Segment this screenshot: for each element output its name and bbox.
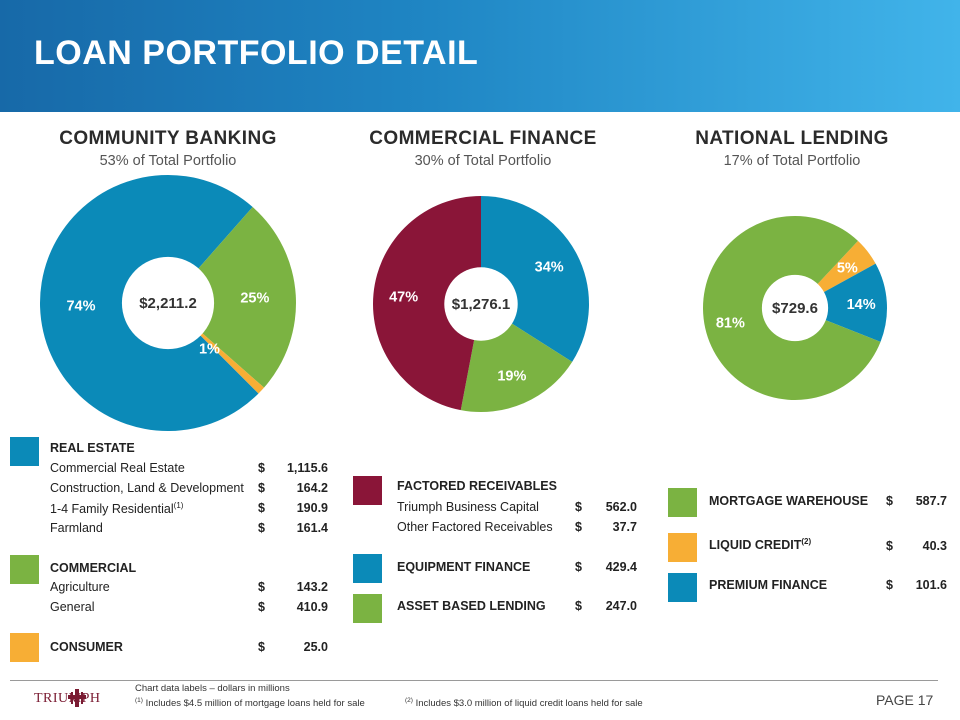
donut-slice — [372, 196, 481, 411]
legend-row-amount: 161.4 — [296, 521, 328, 535]
legend-row-label: Triumph Business Capital — [397, 500, 539, 514]
legend-row-amount: 410.9 — [296, 600, 328, 614]
legend-row-label: Farmland — [50, 521, 103, 535]
legend-category-liquid-credit-text: LIQUID CREDIT — [709, 538, 802, 553]
legend-category-equipment-finance: EQUIPMENT FINANCE — [397, 560, 531, 574]
section-title-national-lending: NATIONAL LENDING — [695, 128, 889, 149]
legend-row-label: Commercial Real Estate — [50, 461, 185, 475]
legend-category-liquid-credit: LIQUID CREDIT(2) — [709, 537, 811, 552]
legend-row-label: Other Factored Receivables — [397, 520, 553, 534]
legend-row-amount: 40.3 — [922, 539, 947, 553]
legend-row-amount: 247.0 — [605, 599, 637, 613]
donut-slice-label: 14% — [847, 297, 876, 313]
legend-row-amount: 190.9 — [296, 501, 328, 515]
legend-row-label: Agriculture — [50, 580, 110, 594]
legend-row-currency: $ — [886, 578, 893, 592]
section-title-community: COMMUNITY BANKING — [59, 128, 277, 149]
legend-swatch-equipment-finance — [353, 554, 382, 583]
legend-swatch-commercial — [10, 555, 39, 584]
legend-row-label: 1-4 Family Residential(1) — [50, 501, 183, 516]
legend-row-amount: 587.7 — [915, 494, 947, 508]
legend-row-label: Construction, Land & Development — [50, 481, 244, 495]
legend-row-amount: 164.2 — [296, 481, 328, 495]
footnote-1: (1) Includes $4.5 million of mortgage lo… — [135, 697, 365, 709]
legend-row-currency: $ — [258, 640, 265, 654]
footer-divider — [10, 680, 938, 681]
legend-row-amount: 101.6 — [915, 578, 947, 592]
donut-center-total: $729.6 — [772, 300, 818, 317]
footnote-1-text: Includes $4.5 million of mortgage loans … — [142, 698, 365, 710]
footnote-marker: (2) — [801, 537, 812, 546]
legend-swatch-asset-based-lending — [353, 594, 382, 623]
legend-row-currency: $ — [258, 580, 265, 594]
legend-row-currency: $ — [258, 461, 265, 475]
legend-category-factored-receivables: FACTORED RECEIVABLES — [397, 479, 557, 493]
legend-row-currency: $ — [886, 539, 893, 553]
triumph-logo-icon — [68, 689, 86, 707]
section-subtitle-national-lending: 17% of Total Portfolio — [723, 153, 861, 169]
donut-hole — [444, 267, 518, 341]
footnote-marker: (1) — [135, 697, 143, 704]
page-title: LOAN PORTFOLIO DETAIL — [34, 34, 479, 72]
legend-category-real-estate: REAL ESTATE — [50, 441, 135, 455]
section-title-commercial-finance: COMMERCIAL FINANCE — [369, 128, 597, 149]
company-logo-text: TRIUMPH — [34, 691, 101, 706]
legend-swatch-liquid-credit — [668, 533, 697, 562]
legend-category-commercial: COMMERCIAL — [50, 561, 137, 575]
legend-swatch-consumer — [10, 633, 39, 662]
donut-center-total: $1,276.1 — [452, 296, 510, 313]
legend-row-amount: 25.0 — [303, 640, 328, 654]
donut-center-total: $2,211.2 — [139, 295, 197, 312]
donut-slice-label: 34% — [535, 260, 564, 276]
legend-row-amount: 562.0 — [605, 500, 637, 514]
page-number: PAGE 17 — [876, 692, 934, 708]
community-banking-donut-chart: 74% 25% 1% $2,211.2 — [40, 175, 296, 431]
legend-category-mortgage-warehouse: MORTGAGE WAREHOUSE — [709, 494, 869, 508]
header-banner: LOAN PORTFOLIO DETAIL — [0, 0, 960, 112]
section-subtitle-commercial-finance: 30% of Total Portfolio — [414, 153, 552, 169]
legend-row-currency: $ — [258, 600, 265, 614]
legend-row-amount: 143.2 — [296, 580, 328, 594]
legend-row-currency: $ — [258, 481, 265, 495]
footnote-2-text: Includes $3.0 million of liquid credit l… — [412, 698, 643, 710]
donut-hole — [761, 274, 829, 342]
legend-row-label: General — [50, 600, 95, 614]
legend-row-currency: $ — [258, 521, 265, 535]
donut-slice-label: 25% — [240, 291, 269, 307]
legend-row-amount: 1,115.6 — [286, 461, 328, 475]
legend-category-asset-based-lending: ASSET BASED LENDING — [397, 599, 546, 613]
national-lending-donut-chart: 5% 14% 81% $729.6 — [703, 216, 887, 400]
donut-slice — [168, 206, 296, 388]
donut-slice-label: 47% — [389, 290, 418, 306]
legend-swatch-premium-finance — [668, 573, 697, 602]
footnote-2: (2) Includes $3.0 million of liquid cred… — [405, 697, 643, 709]
legend-row-currency: $ — [258, 501, 265, 515]
footnote-units: Chart data labels – dollars in millions — [135, 683, 290, 694]
commercial-finance-donut-chart: 34% 19% 47% $1,276.1 — [372, 196, 589, 412]
donut-slice-label: 81% — [716, 315, 745, 331]
legend-row-currency: $ — [575, 560, 582, 574]
donut-slice-label: 1% — [199, 342, 220, 358]
legend-row-amount: 37.7 — [612, 520, 637, 534]
footnote-marker: (2) — [405, 697, 413, 704]
legend-row-currency: $ — [886, 494, 893, 508]
legend-row-label-text: 1-4 Family Residential — [50, 502, 174, 517]
donut-slice-label: 74% — [66, 299, 95, 315]
legend-category-consumer: CONSUMER — [50, 640, 123, 654]
legend-row-currency: $ — [575, 500, 582, 514]
donut-slice-label: 5% — [837, 260, 858, 276]
legend-swatch-factored-receivables — [353, 476, 382, 505]
footnote-marker: (1) — [173, 501, 184, 510]
legend-category-premium-finance: PREMIUM FINANCE — [709, 578, 828, 592]
legend-swatch-real-estate — [10, 437, 39, 466]
legend-row-currency: $ — [575, 520, 582, 534]
donut-hole — [121, 256, 215, 350]
legend-swatch-mortgage-warehouse — [668, 488, 697, 517]
donut-slice — [795, 263, 887, 342]
legend-row-currency: $ — [575, 599, 582, 613]
legend-row-amount: 429.4 — [605, 560, 637, 574]
section-subtitle-community: 53% of Total Portfolio — [99, 153, 237, 169]
donut-slice-label: 19% — [497, 368, 526, 384]
